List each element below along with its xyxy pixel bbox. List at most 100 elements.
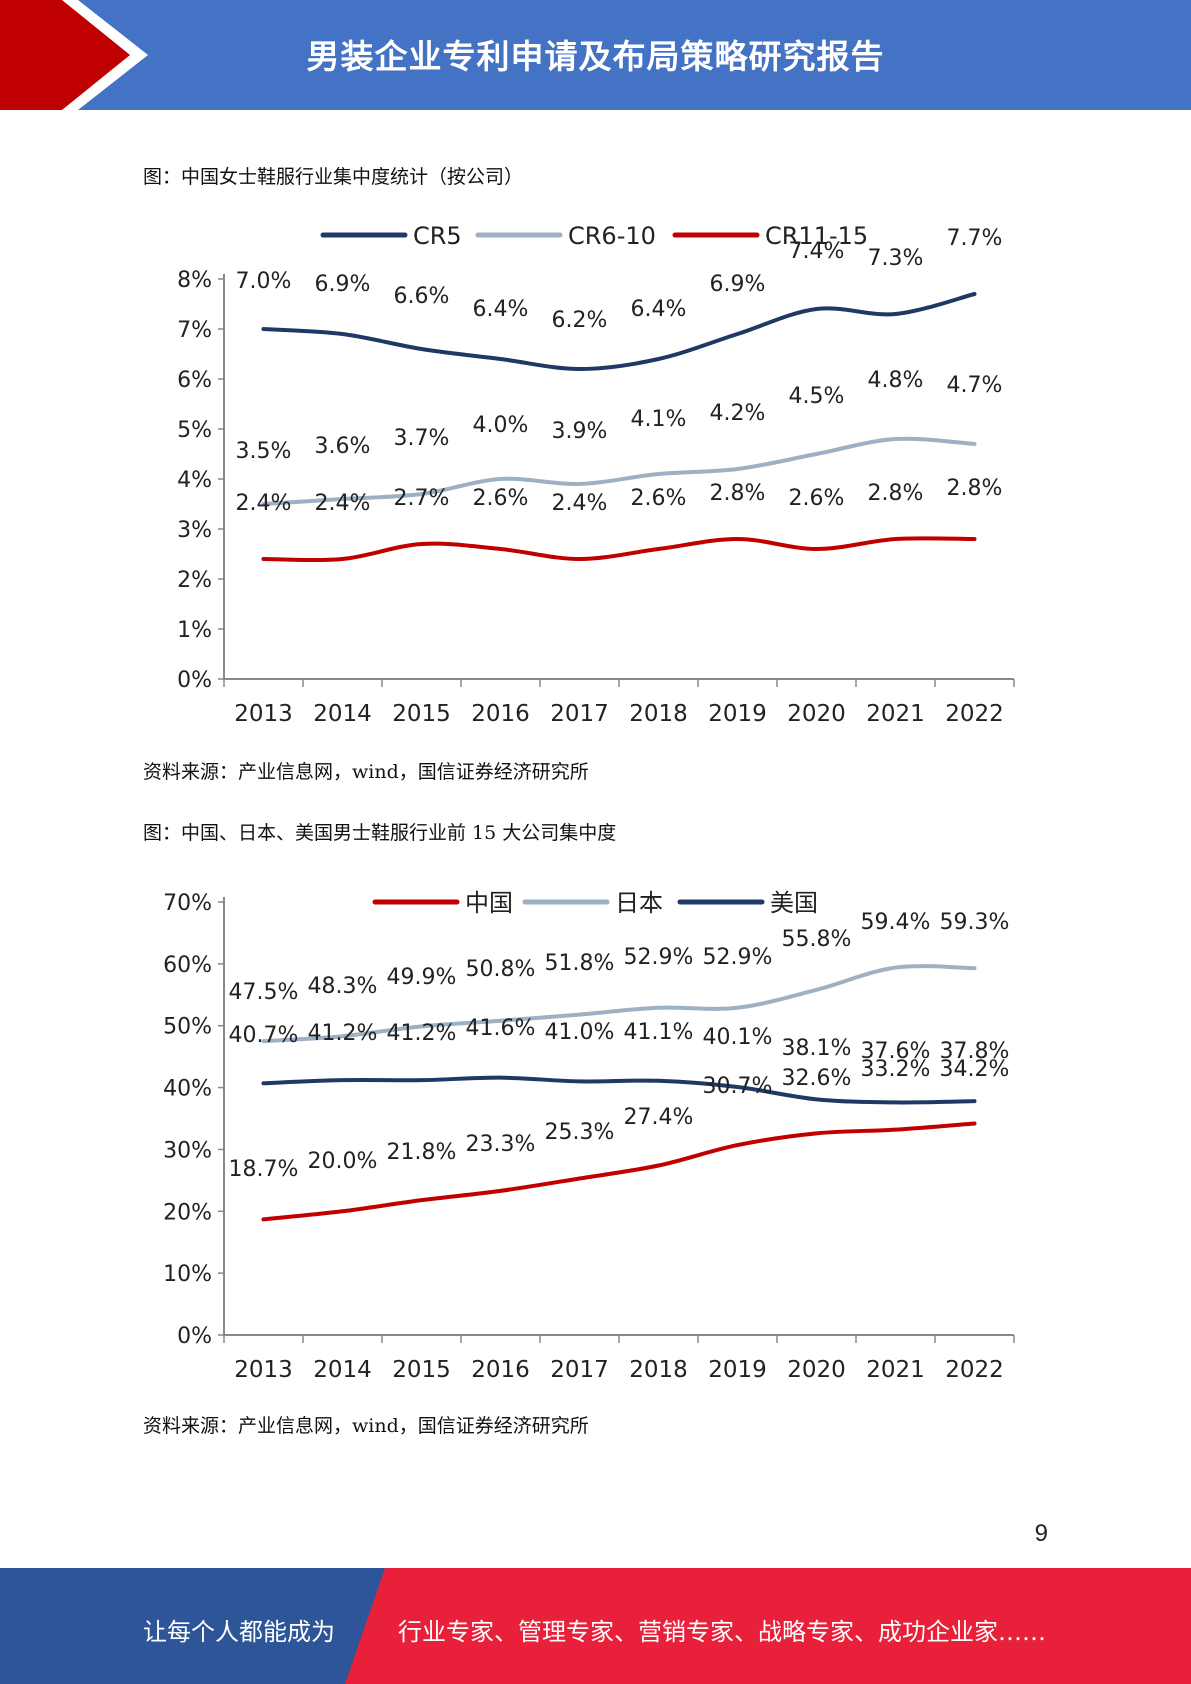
page-number: 9 — [1034, 1520, 1048, 1547]
c1-data-label: 2.4% — [236, 491, 292, 516]
c2-x-tick-label: 2019 — [708, 1357, 767, 1383]
c1-data-label: 7.3% — [868, 246, 924, 271]
concentration-chart-men: 0% 10% 20% 30% 40% 50% 60% 70% 2013 2014 2015 2016 2… — [163, 889, 1015, 1383]
c2-x-tick-label: 2013 — [234, 1357, 293, 1383]
c1-x-tick-label: 2014 — [313, 701, 372, 727]
c2-x-tick-label: 2014 — [313, 1357, 372, 1383]
c2-data-label: 30.7% — [703, 1074, 773, 1099]
c2-data-label: 59.4% — [861, 910, 931, 935]
c1-data-label: 2.8% — [710, 481, 766, 506]
c2-legend-label: 日本 — [615, 889, 663, 917]
c1-legend-label: CR11-15 — [765, 222, 868, 250]
c2-x-tick-label: 2022 — [945, 1357, 1004, 1383]
c1-y-tick-label: 4% — [177, 468, 212, 493]
c1-x-tick-label: 2017 — [550, 701, 609, 727]
c2-data-label: 27.4% — [624, 1105, 694, 1130]
c2-y-tick-label: 20% — [163, 1200, 212, 1225]
c1-data-label: 7.4% — [789, 239, 845, 264]
page-header: 男装企业专利申请及布局策略研究报告 — [0, 0, 1191, 110]
c2-data-label: 41.6% — [466, 1016, 536, 1041]
figure2-caption: 图：中国、日本、美国男士鞋服行业前 15 大公司集中度 — [143, 822, 617, 844]
c2-data-label: 40.1% — [703, 1025, 773, 1050]
c1-data-label: 2.4% — [315, 491, 371, 516]
c2-y-tick-label: 60% — [163, 953, 212, 978]
c1-x-tick-label: 2016 — [471, 701, 530, 727]
c1-x-tick-label: 2021 — [866, 701, 925, 727]
c2-data-label: 41.2% — [387, 1021, 457, 1046]
c2-data-label: 50.8% — [466, 957, 536, 982]
c2-x-tick-label: 2021 — [866, 1357, 925, 1383]
c1-data-label: 7.0% — [236, 269, 292, 294]
c2-data-label: 49.9% — [387, 965, 457, 990]
c2-data-label: 41.0% — [545, 1020, 615, 1045]
c1-data-label: 2.8% — [868, 481, 924, 506]
c1-y-tick-label: 8% — [177, 268, 212, 293]
c1-x-tick-label: 2013 — [234, 701, 293, 727]
c1-data-label: 3.6% — [315, 434, 371, 459]
c1-data-label: 3.7% — [394, 426, 450, 451]
c1-data-label: 3.9% — [552, 419, 608, 444]
c2-y-tick-label: 70% — [163, 891, 212, 916]
c2-data-label: 52.9% — [703, 945, 773, 970]
figure1-source: 资料来源：产业信息网，wind，国信证券经济研究所 — [143, 761, 589, 783]
report-title: 男装企业专利申请及布局策略研究报告 — [306, 37, 885, 76]
c1-data-label: 4.1% — [631, 407, 687, 432]
c2-data-label: 21.8% — [387, 1140, 457, 1165]
c1-series-line-0 — [261, 292, 977, 372]
c2-legend-label: 中国 — [465, 889, 513, 917]
c2-data-label: 55.8% — [782, 927, 852, 952]
c1-data-label: 4.5% — [789, 384, 845, 409]
c1-data-label: 7.7% — [947, 226, 1003, 251]
c2-y-tick-label: 0% — [177, 1324, 212, 1349]
c1-data-label: 4.7% — [947, 373, 1003, 398]
c1-data-label: 2.6% — [473, 486, 529, 511]
c1-x-tick-label: 2019 — [708, 701, 767, 727]
figure1-caption: 图：中国女士鞋服行业集中度统计（按公司） — [143, 166, 524, 188]
c2-y-tick-label: 10% — [163, 1262, 212, 1287]
c1-data-label: 6.9% — [710, 272, 766, 297]
c2-data-label: 34.2% — [940, 1057, 1010, 1082]
c2-x-tick-label: 2018 — [629, 1357, 688, 1383]
c2-data-label: 20.0% — [308, 1149, 378, 1174]
c2-series-line-2 — [261, 1075, 977, 1105]
c2-data-label: 37.8% — [940, 1039, 1010, 1064]
c1-data-label: 2.6% — [789, 486, 845, 511]
c1-data-label: 6.4% — [473, 297, 529, 322]
c1-series-line-2 — [261, 536, 977, 563]
header-arrow-decoration — [0, 0, 148, 110]
c2-x-tick-label: 2015 — [392, 1357, 451, 1383]
c1-data-label: 2.7% — [394, 486, 450, 511]
c1-data-label: 4.0% — [473, 413, 529, 438]
c2-data-label: 37.6% — [861, 1039, 931, 1064]
c1-x-tick-label: 2022 — [945, 701, 1004, 727]
c2-x-tick-label: 2016 — [471, 1357, 530, 1383]
c2-data-label: 18.7% — [229, 1157, 299, 1182]
c1-y-tick-label: 2% — [177, 568, 212, 593]
c1-legend-label: CR5 — [413, 222, 462, 250]
c2-data-label: 48.3% — [308, 974, 378, 999]
c2-data-label: 32.6% — [782, 1066, 852, 1091]
footer-slogan-left: 让每个人都能成为 — [143, 1618, 335, 1646]
c2-data-label: 40.7% — [229, 1023, 299, 1048]
c2-data-label: 41.1% — [624, 1020, 694, 1045]
c1-data-label: 4.2% — [710, 401, 766, 426]
c2-x-tick-label: 2020 — [787, 1357, 846, 1383]
c1-data-label: 2.6% — [631, 486, 687, 511]
c1-data-label: 3.5% — [236, 439, 292, 464]
c2-legend-label: 美国 — [770, 889, 818, 917]
c2-data-label: 47.5% — [229, 980, 299, 1005]
c1-data-label: 6.6% — [394, 284, 450, 309]
c1-y-tick-label: 6% — [177, 368, 212, 393]
c2-data-label: 51.8% — [545, 951, 615, 976]
c1-data-label: 4.8% — [868, 368, 924, 393]
concentration-chart-women: 0% 1% 2% 3% 4% 5% 6% 7% 8% 2013 2014 2015 2016 2017 20… — [177, 222, 1015, 727]
c2-y-tick-label: 30% — [163, 1138, 212, 1163]
c1-y-tick-label: 7% — [177, 318, 212, 343]
c1-legend-label: CR6-10 — [568, 222, 656, 250]
c1-y-tick-label: 1% — [177, 618, 212, 643]
c2-data-label: 25.3% — [545, 1120, 615, 1145]
page-footer — [0, 1568, 1191, 1684]
c1-y-tick-label: 3% — [177, 518, 212, 543]
c2-x-tick-label: 2017 — [550, 1357, 609, 1383]
c2-data-label: 52.9% — [624, 945, 694, 970]
